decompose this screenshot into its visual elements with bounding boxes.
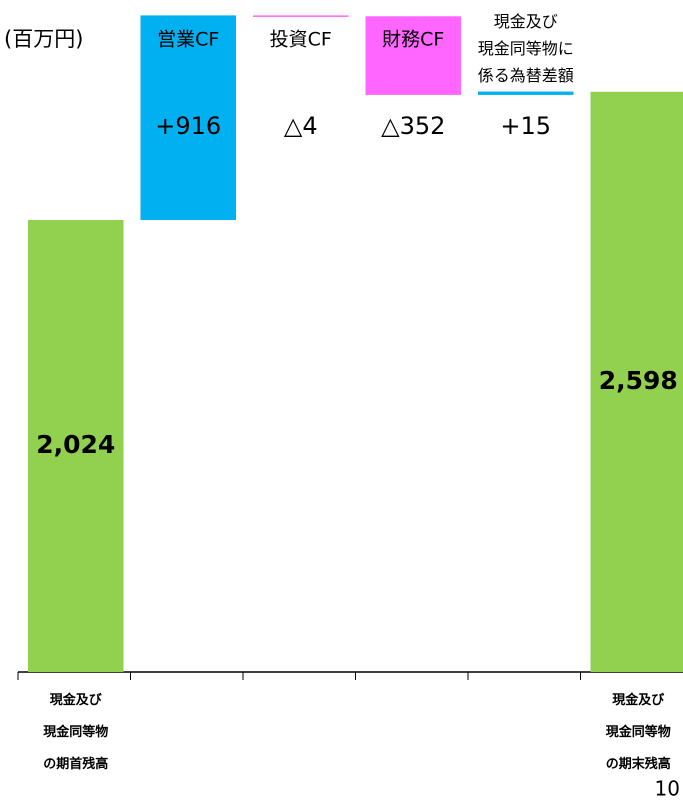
bar [140,15,236,220]
value-label: 2,024 [36,430,115,459]
category-label: 現金及び現金同等物に係る為替差額 [478,12,574,85]
bar [28,219,124,672]
category-label: 投資CF [270,29,332,51]
value-label: 2,598 [599,366,678,395]
category-label: 財務CF [382,29,444,51]
value-label: +916 [155,112,221,140]
x-tick-label: 現金及び現金同等物の期首残高 [43,692,108,772]
value-label: △4 [284,112,318,140]
bar [590,91,683,672]
category-label: 営業CF [157,29,219,51]
bar [478,91,574,95]
value-label: +15 [500,112,551,140]
bar [365,16,461,95]
x-tick-label: 現金及び現金同等物の期末残高 [606,692,671,772]
bar [253,15,349,17]
page-number: 10 [655,777,680,801]
unit-label: (百万円) [4,27,83,51]
value-label: △352 [381,112,445,140]
